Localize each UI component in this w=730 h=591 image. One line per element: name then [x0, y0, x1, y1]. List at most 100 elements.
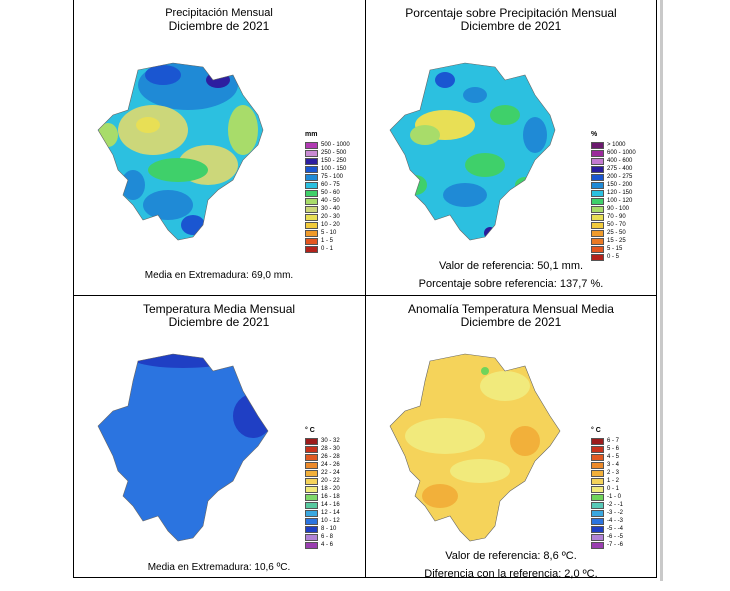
- legend-label: 0 - 5: [607, 253, 620, 260]
- legend-label: 70 - 90: [607, 213, 626, 220]
- legend-swatch: [305, 445, 318, 453]
- legend-item: 100 - 120: [591, 197, 636, 205]
- legend-swatch: [591, 445, 604, 453]
- panel-title: Precipitación Mensual: [165, 7, 273, 19]
- legend-item: 60 - 75: [305, 181, 350, 189]
- panel-title: Anomalía Temperatura Mensual Media: [408, 302, 614, 316]
- legend-label: 4 - 6: [321, 541, 334, 548]
- legend-swatch: [305, 237, 318, 245]
- legend-item: -5 - -4: [591, 525, 623, 533]
- legend-swatch: [591, 205, 604, 213]
- legend-swatch: [591, 245, 604, 253]
- legend-swatch: [305, 205, 318, 213]
- legend-item: 2 - 3: [591, 469, 623, 477]
- legend-item: 6 - 8: [305, 533, 340, 541]
- legend-label: 50 - 70: [607, 221, 626, 228]
- legend-swatch: [305, 509, 318, 517]
- legend-item: 150 - 200: [591, 181, 636, 189]
- legend-label: 24 - 26: [321, 461, 340, 468]
- legend-label: 150 - 200: [607, 181, 633, 188]
- legend-swatch: [305, 437, 318, 445]
- legend-label: 100 - 120: [607, 197, 633, 204]
- legend-swatch: [305, 141, 318, 149]
- note-reference: Valor de referencia: 50,1 mm.: [438, 260, 584, 272]
- legend-swatch: [591, 213, 604, 221]
- legend-item: 5 - 15: [591, 245, 636, 253]
- legend-item: 4 - 5: [591, 453, 623, 461]
- legend-swatch: [591, 485, 604, 493]
- legend-swatch: [305, 501, 318, 509]
- legend-swatch: [591, 173, 604, 181]
- vertical-divider: [365, 0, 366, 578]
- legend-item: 150 - 250: [305, 157, 350, 165]
- legend-label: 26 - 28: [321, 453, 340, 460]
- legend-item: 120 - 150: [591, 189, 636, 197]
- horizontal-divider: [73, 295, 657, 296]
- legend-label: -1 - 0: [607, 493, 622, 500]
- legend-item: 5 - 10: [305, 229, 350, 237]
- legend-swatch: [591, 509, 604, 517]
- legend-item: -2 - -1: [591, 501, 623, 509]
- legend-label: 0 - 1: [321, 245, 334, 252]
- legend-swatch: [591, 157, 604, 165]
- panel-subtitle: Diciembre de 2021: [168, 19, 270, 33]
- legend-item: 30 - 32: [305, 437, 340, 445]
- legend-label: 90 - 100: [607, 205, 630, 212]
- legend-item: 1 - 2: [591, 477, 623, 485]
- legend-swatch: [591, 541, 604, 549]
- legend-unit: mm: [305, 131, 318, 138]
- legend-label: 22 - 24: [321, 469, 340, 476]
- legend-swatch: [591, 533, 604, 541]
- legend-swatch: [305, 541, 318, 549]
- legend-label: 200 - 275: [607, 173, 633, 180]
- legend-unit: ° C: [591, 427, 601, 434]
- legend-label: 30 - 40: [321, 205, 340, 212]
- legend-item: 10 - 12: [305, 517, 340, 525]
- legend-swatch: [305, 461, 318, 469]
- legend-label: 5 - 6: [607, 445, 620, 452]
- panel-subtitle: Diciembre de 2021: [168, 315, 270, 329]
- note-reference: Valor de referencia: 8,6 ºC.: [445, 550, 577, 562]
- legend-swatch: [305, 197, 318, 205]
- legend-swatch: [591, 181, 604, 189]
- legend-item: 8 - 10: [305, 525, 340, 533]
- legend-swatch: [591, 189, 604, 197]
- legend-label: -6 - -5: [607, 533, 624, 540]
- legend-swatch: [591, 477, 604, 485]
- legend-swatch: [305, 245, 318, 253]
- legend-swatch: [305, 165, 318, 173]
- legend-item: 6 - 7: [591, 437, 623, 445]
- legend-label: 20 - 22: [321, 477, 340, 484]
- legend-item: 75 - 100: [305, 173, 350, 181]
- legend-label: 8 - 10: [321, 525, 337, 532]
- legend-label: 600 - 1000: [607, 149, 636, 156]
- legend-item: -7 - -6: [591, 541, 623, 549]
- note-mean: Media en Extremadura: 69,0 mm.: [144, 270, 294, 281]
- legend-swatch: [305, 181, 318, 189]
- legend-swatch: [591, 197, 604, 205]
- legend-swatch: [591, 237, 604, 245]
- legend-label: 60 - 75: [321, 181, 340, 188]
- legend-label: -5 - -4: [607, 525, 624, 532]
- legend-label: 250 - 500: [321, 149, 347, 156]
- legend-swatch: [305, 477, 318, 485]
- legend-label: 400 - 600: [607, 157, 633, 164]
- legend-label: 10 - 12: [321, 517, 340, 524]
- legend-item: 20 - 30: [305, 213, 350, 221]
- legend-label: 150 - 250: [321, 157, 347, 164]
- legend-item: -4 - -3: [591, 517, 623, 525]
- legend-item: 70 - 90: [591, 213, 636, 221]
- legend-label: 5 - 10: [321, 229, 337, 236]
- legend-item: 0 - 1: [305, 245, 350, 253]
- legend-item: 16 - 18: [305, 493, 340, 501]
- legend-item: 50 - 60: [305, 189, 350, 197]
- legend-label: 18 - 20: [321, 485, 340, 492]
- legend-item: 26 - 28: [305, 453, 340, 461]
- legend-item: 50 - 70: [591, 221, 636, 229]
- legend-swatch: [591, 525, 604, 533]
- legend-label: 20 - 30: [321, 213, 340, 220]
- legend-label: -7 - -6: [607, 541, 624, 548]
- legend-label: -2 - -1: [607, 501, 624, 508]
- legend-swatch: [591, 221, 604, 229]
